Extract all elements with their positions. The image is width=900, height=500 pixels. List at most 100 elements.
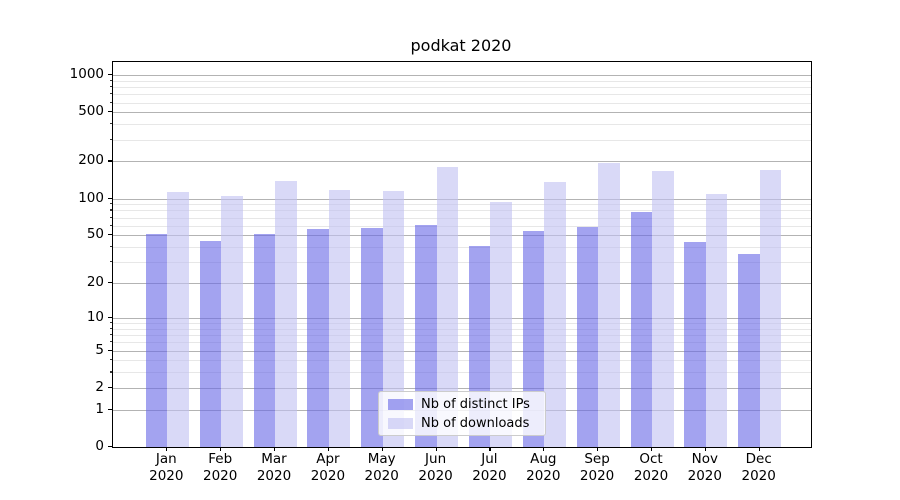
- bar-downloads-feb: [221, 195, 243, 447]
- minor-gridline: [113, 139, 811, 141]
- y-tick-label: 20: [86, 274, 104, 291]
- minor-gridline: [113, 360, 811, 362]
- y-tick-label: 500: [78, 103, 104, 120]
- x-tick-mark: [543, 447, 545, 451]
- x-tick-year: 2020: [472, 468, 507, 484]
- y-tick-mark: [108, 408, 112, 410]
- legend-patch-distinct-ips: [388, 398, 413, 410]
- legend-label-downloads: Nb of downloads: [421, 415, 530, 431]
- bar-downloads-apr: [328, 190, 351, 447]
- x-tick-month: Nov: [691, 451, 718, 467]
- y-minor-tick-mark: [109, 327, 112, 329]
- x-tick-label-aug: Aug 2020: [515, 451, 571, 485]
- bar-distinct-ips-mar: [253, 234, 275, 447]
- y-tick-label: 5: [95, 341, 104, 358]
- x-tick-year: 2020: [418, 468, 453, 484]
- minor-gridline: [113, 102, 811, 104]
- y-minor-tick-mark: [109, 359, 112, 361]
- legend-label-distinct-ips: Nb of distinct IPs: [421, 396, 530, 412]
- x-tick-mark: [435, 447, 437, 451]
- y-minor-tick-mark: [109, 322, 112, 324]
- x-tick-mark: [381, 447, 383, 451]
- y-minor-tick-mark: [109, 224, 112, 226]
- y-minor-tick-mark: [109, 203, 112, 205]
- y-minor-tick-mark: [109, 341, 112, 343]
- x-tick-month: Jul: [481, 451, 498, 467]
- bar-downloads-jan: [167, 192, 189, 447]
- x-tick-mark: [597, 447, 599, 451]
- bar-downloads-jul: [490, 201, 512, 447]
- x-tick-month: May: [367, 451, 396, 467]
- x-tick-year: 2020: [364, 468, 399, 484]
- y-tick-label: 100: [78, 189, 104, 206]
- bar-distinct-ips-apr: [307, 229, 329, 447]
- y-tick-mark: [108, 446, 112, 448]
- plot-area: [112, 61, 812, 448]
- x-tick-year: 2020: [526, 468, 561, 484]
- x-tick-year: 2020: [310, 468, 346, 484]
- major-gridline: [113, 112, 811, 114]
- y-tick-mark: [108, 349, 112, 351]
- bar-distinct-ips-oct: [630, 212, 652, 447]
- x-tick-month: Aug: [530, 451, 557, 467]
- y-tick-mark: [108, 386, 112, 388]
- y-minor-tick-mark: [109, 123, 112, 125]
- bar-distinct-ips-feb: [199, 240, 222, 447]
- x-tick-label-feb: Feb 2020: [192, 451, 248, 485]
- x-tick-mark: [704, 447, 706, 451]
- x-tick-mark: [489, 447, 491, 451]
- x-tick-mark: [327, 447, 330, 451]
- x-tick-label-mar: Mar 2020: [246, 451, 302, 485]
- y-tick-label: 2: [95, 378, 104, 395]
- y-minor-tick-mark: [109, 209, 112, 211]
- y-tick-label: 0: [95, 438, 104, 454]
- minor-gridline: [113, 247, 811, 248]
- bar-downloads-mar: [275, 181, 297, 447]
- bar-downloads-nov: [705, 193, 728, 447]
- x-tick-label-apr: Apr 2020: [300, 451, 356, 485]
- major-gridline: [113, 235, 811, 237]
- x-tick-month: Apr: [316, 451, 340, 467]
- major-gridline: [113, 161, 811, 163]
- minor-gridline: [113, 342, 811, 344]
- major-gridline: [113, 350, 811, 352]
- x-tick-mark: [651, 447, 653, 451]
- x-tick-mark: [274, 447, 276, 451]
- x-tick-month: Oct: [639, 451, 663, 467]
- major-gridline: [113, 317, 811, 319]
- bar-distinct-ips-dec: [738, 254, 760, 447]
- x-tick-month: Sep: [584, 451, 610, 467]
- minor-gridline: [113, 80, 811, 82]
- bar-distinct-ips-nov: [684, 242, 706, 447]
- minor-gridline: [113, 217, 811, 219]
- minor-gridline: [113, 124, 811, 126]
- y-tick-mark: [108, 282, 112, 284]
- x-tick-mark: [758, 447, 760, 451]
- y-tick-label: 1: [95, 400, 104, 417]
- legend: Nb of distinct IPs Nb of downloads: [378, 391, 546, 436]
- y-minor-tick-mark: [109, 101, 112, 103]
- minor-gridline: [113, 335, 811, 336]
- y-minor-tick-mark: [109, 216, 112, 218]
- legend-patch-downloads: [388, 417, 413, 429]
- y-tick-mark: [108, 160, 112, 162]
- major-gridline: [113, 387, 811, 389]
- y-minor-tick-mark: [109, 93, 112, 95]
- x-tick-month: Dec: [745, 451, 772, 467]
- y-tick-mark: [108, 316, 112, 319]
- bar-downloads-oct: [652, 170, 674, 447]
- bar-distinct-ips-may: [361, 228, 383, 447]
- bar-distinct-ips-jan: [145, 234, 168, 447]
- x-tick-year: 2020: [633, 468, 669, 484]
- x-tick-label-sep: Sep 2020: [569, 451, 625, 485]
- y-minor-tick-mark: [109, 261, 112, 263]
- legend-row-downloads: Nb of downloads: [379, 416, 545, 431]
- y-tick-label: 10: [86, 308, 104, 325]
- x-tick-label-dec: Dec 2020: [731, 451, 787, 485]
- y-tick-label: 1000: [69, 66, 104, 82]
- x-tick-year: 2020: [256, 468, 292, 484]
- y-minor-tick-mark: [109, 138, 112, 140]
- x-tick-label-nov: Nov 2020: [677, 451, 733, 485]
- y-minor-tick-mark: [109, 79, 112, 81]
